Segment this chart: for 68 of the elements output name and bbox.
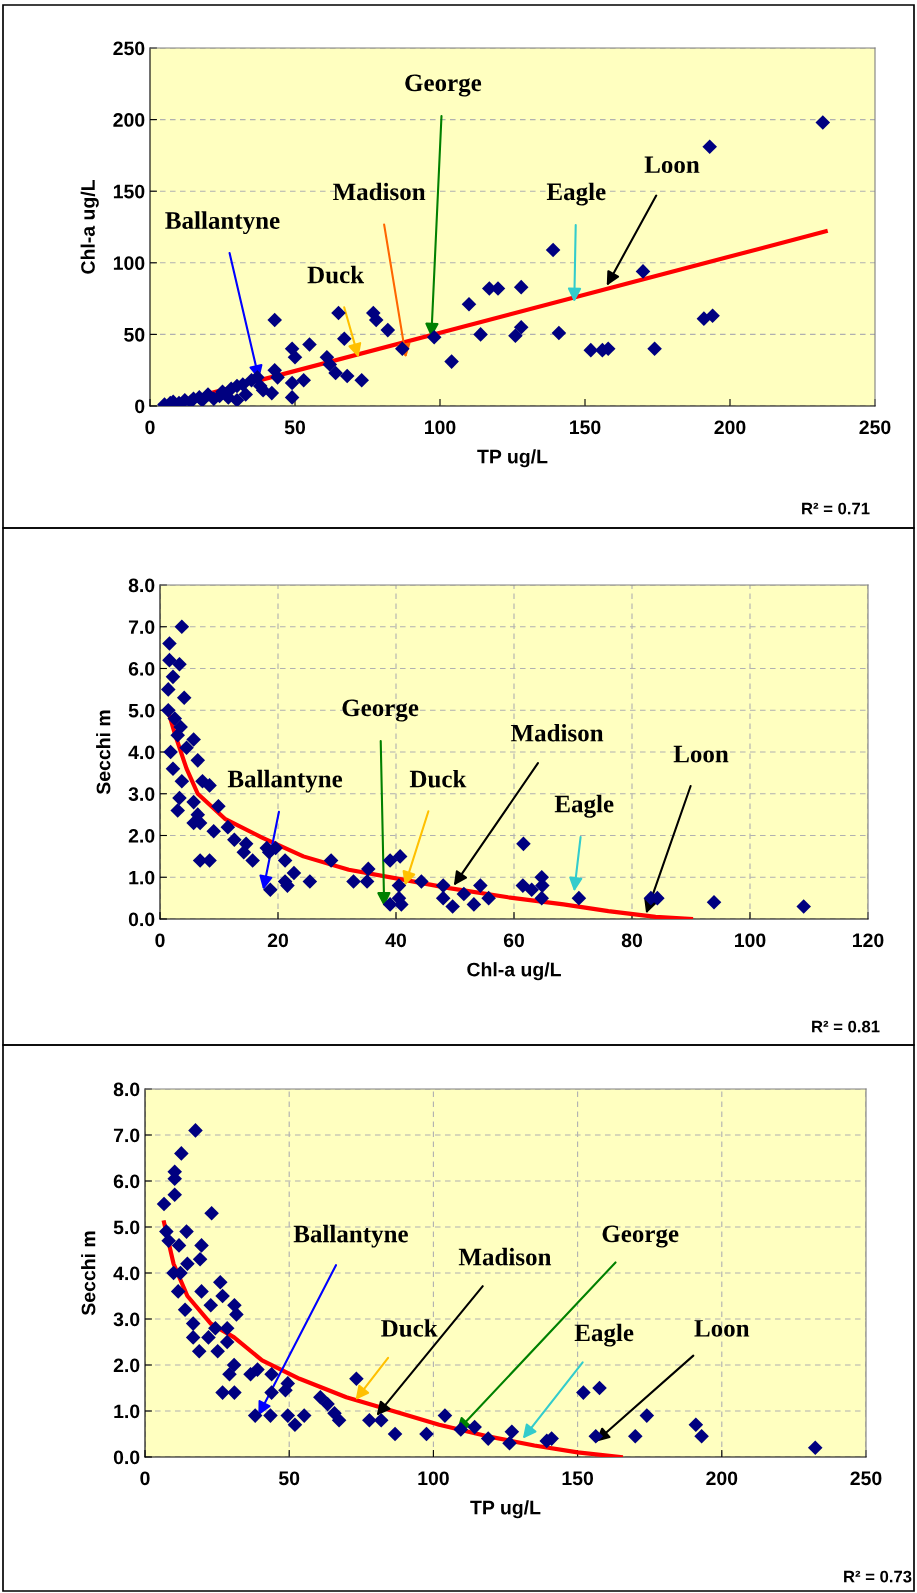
y-tick-label: 100 — [113, 256, 145, 271]
y-tick-label: 1.0 — [114, 1404, 140, 1419]
x-tick-label: 60 — [503, 933, 525, 948]
y-tick-label: 150 — [113, 184, 145, 199]
x-tick-label: 100 — [418, 1471, 449, 1486]
x-tick-label: 120 — [853, 933, 884, 948]
y-tick-label: 3.0 — [113, 1312, 140, 1327]
annotation: Loon — [694, 1320, 750, 1337]
x-tick-label: 150 — [570, 420, 601, 435]
x-tick-label: 100 — [425, 420, 456, 435]
y-tick-label: 6.0 — [113, 1174, 140, 1189]
y-axis-title: Chl-a ug/L — [80, 180, 99, 274]
x-tick-label: 20 — [267, 933, 289, 948]
y-tick-label: 2.0 — [113, 1358, 140, 1373]
y-tick-label: 50 — [124, 327, 145, 342]
x-tick-label: 100 — [735, 933, 766, 948]
y-axis-title: Secchi m — [96, 710, 111, 795]
text: R² = 0.71 — [802, 502, 870, 515]
y-tick-label: 250 — [113, 41, 145, 56]
annotation: Ballantyne — [293, 1224, 408, 1248]
y-tick-label: 0 — [135, 399, 145, 414]
annotation: Eagle — [554, 794, 614, 818]
annotation: Eagle — [574, 1323, 634, 1347]
y-tick-label: 7.0 — [113, 1128, 140, 1143]
x-tick-label: 150 — [562, 1471, 594, 1486]
x-tick-label: 80 — [621, 933, 643, 948]
y-tick-label: 0.0 — [113, 1450, 140, 1465]
annotation: Ballantyne — [165, 211, 280, 235]
annotation: Eagle — [546, 182, 606, 206]
x-axis-title: TP ug/L — [470, 1500, 541, 1519]
x-tick-label: 250 — [850, 1471, 882, 1486]
annotation: George — [602, 1225, 679, 1248]
y-tick-label: 6.0 — [128, 661, 155, 676]
annotation: Duck — [409, 769, 467, 788]
y-tick-label: 5.0 — [128, 703, 155, 718]
y-axis-title: Secchi m — [81, 1231, 96, 1316]
y-tick-label: 4.0 — [128, 745, 155, 760]
y-tick-label: 3.0 — [128, 787, 155, 802]
x-tick-label: 40 — [385, 933, 407, 948]
y-tick-label: 0.0 — [128, 912, 155, 927]
annotation: George — [405, 74, 482, 97]
y-tick-label: 7.0 — [128, 620, 155, 634]
annotation: Loon — [644, 156, 700, 174]
x-tick-label: 50 — [284, 420, 306, 435]
x-tick-label: 250 — [859, 420, 891, 435]
annotation: Ballantyne — [227, 769, 343, 793]
x-tick-label: 200 — [706, 1471, 738, 1486]
text: R² = 0.81 — [812, 1020, 880, 1033]
annotation: Madison — [510, 723, 604, 742]
x-tick-label: 200 — [714, 420, 746, 435]
x-axis-title: Chl-a ug/L — [467, 962, 561, 981]
text: R² = 0.73 — [844, 1570, 912, 1583]
y-tick-label: 2.0 — [128, 828, 155, 843]
y-tick-label: 8.0 — [113, 1082, 140, 1097]
annotation: Madison — [332, 182, 426, 201]
x-tick-label: 0 — [155, 933, 165, 948]
y-tick-label: 8.0 — [128, 578, 155, 593]
annotation: George — [342, 699, 419, 722]
annotation: Duck — [307, 265, 365, 284]
annotation: Duck — [381, 1319, 438, 1337]
annotation: Loon — [673, 745, 729, 763]
x-tick-label: 50 — [278, 1471, 300, 1486]
x-axis-title: TP ug/L — [477, 449, 548, 468]
y-tick-label: 200 — [113, 113, 145, 127]
y-tick-label: 1.0 — [129, 870, 155, 885]
annotation: Madison — [458, 1247, 552, 1266]
y-tick-label: 4.0 — [113, 1266, 140, 1281]
y-tick-label: 5.0 — [113, 1220, 140, 1235]
